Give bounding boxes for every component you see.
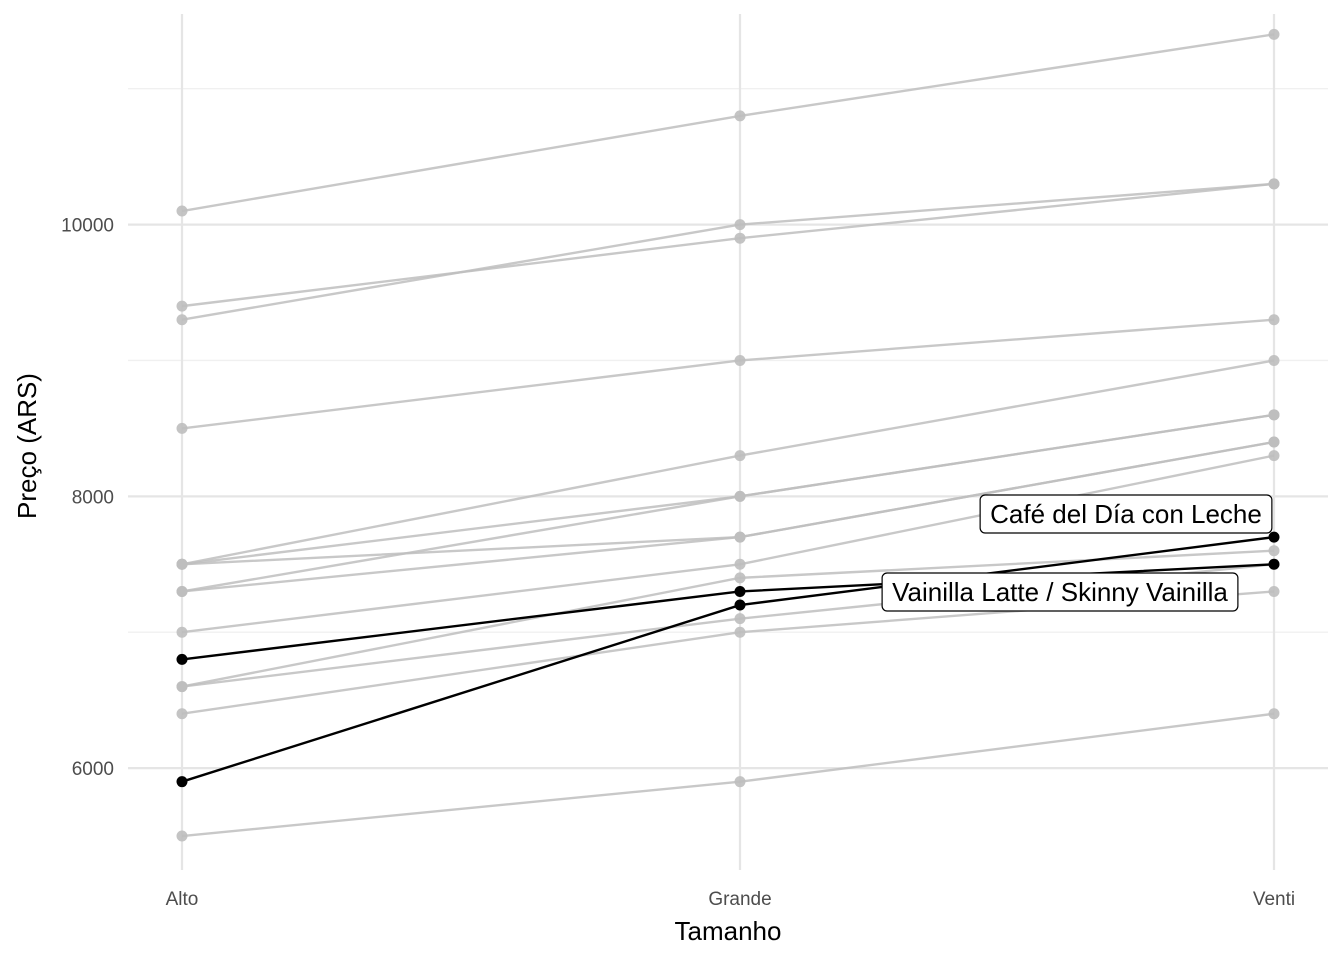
x-axis-ticks: Alto Grande Venti bbox=[166, 889, 1296, 910]
y-tick-label: 8000 bbox=[72, 487, 114, 508]
data-point bbox=[1268, 436, 1280, 448]
data-point bbox=[176, 626, 188, 638]
annotation-label: Vainilla Latte / Skinny Vainilla bbox=[881, 572, 1239, 612]
background-series bbox=[176, 28, 1280, 842]
data-point bbox=[1268, 178, 1280, 190]
data-point bbox=[1268, 314, 1280, 326]
x-tick-label: Alto bbox=[166, 889, 199, 910]
data-point bbox=[734, 613, 746, 625]
highlighted-data-point bbox=[176, 776, 188, 788]
data-point bbox=[176, 830, 188, 842]
data-point bbox=[734, 531, 746, 543]
annotations: Café del Día con Leche Vainilla Latte / S… bbox=[881, 494, 1273, 612]
data-point bbox=[734, 558, 746, 570]
data-point bbox=[734, 626, 746, 638]
annotation-text: Vainilla Latte / Skinny Vainilla bbox=[892, 577, 1228, 607]
highlighted-data-point bbox=[1268, 531, 1280, 543]
axes: 6000 8000 10000 Alto Grande Venti Tamanho Pr… bbox=[12, 216, 1295, 946]
data-point bbox=[734, 572, 746, 584]
series-line bbox=[181, 318, 1275, 430]
series-line bbox=[181, 359, 1275, 566]
data-point bbox=[1268, 585, 1280, 597]
x-tick-label: Grande bbox=[708, 889, 771, 910]
data-point bbox=[176, 205, 188, 217]
data-point bbox=[176, 681, 188, 693]
data-point bbox=[176, 585, 188, 597]
annotation-box bbox=[881, 572, 1239, 612]
y-tick-label: 6000 bbox=[72, 759, 114, 780]
data-point bbox=[176, 314, 188, 326]
data-point bbox=[734, 219, 746, 231]
x-axis-title: Tamanho bbox=[675, 916, 782, 946]
data-point bbox=[1268, 708, 1280, 720]
data-point bbox=[176, 708, 188, 720]
data-point bbox=[176, 300, 188, 312]
data-point bbox=[1268, 409, 1280, 421]
data-point bbox=[734, 110, 746, 122]
data-point bbox=[734, 450, 746, 462]
x-tick-label: Venti bbox=[1253, 889, 1295, 910]
annotation-text: Café del Día con Leche bbox=[990, 499, 1262, 529]
data-point bbox=[734, 776, 746, 788]
data-point bbox=[176, 422, 188, 434]
data-point bbox=[1268, 450, 1280, 462]
highlighted-data-point bbox=[176, 653, 188, 665]
data-point bbox=[1268, 354, 1280, 366]
series-line bbox=[181, 182, 1275, 321]
y-axis-ticks: 6000 8000 10000 bbox=[61, 216, 114, 780]
annotation-label: Café del Día con Leche bbox=[979, 494, 1273, 534]
series-line bbox=[181, 33, 1275, 213]
series-line bbox=[181, 182, 1275, 308]
annotation-box bbox=[979, 494, 1273, 534]
data-point bbox=[176, 558, 188, 570]
data-point bbox=[1268, 28, 1280, 40]
highlighted-data-point bbox=[734, 585, 746, 597]
y-tick-label: 10000 bbox=[61, 216, 114, 237]
highlighted-data-point bbox=[734, 599, 746, 611]
data-point bbox=[1268, 545, 1280, 557]
highlighted-data-point bbox=[1268, 558, 1280, 570]
data-point bbox=[734, 490, 746, 502]
data-point bbox=[734, 232, 746, 244]
data-point bbox=[734, 354, 746, 366]
series-line bbox=[181, 712, 1275, 838]
highlighted-series bbox=[176, 531, 1280, 788]
y-axis-title: Preço (ARS) bbox=[12, 373, 42, 519]
